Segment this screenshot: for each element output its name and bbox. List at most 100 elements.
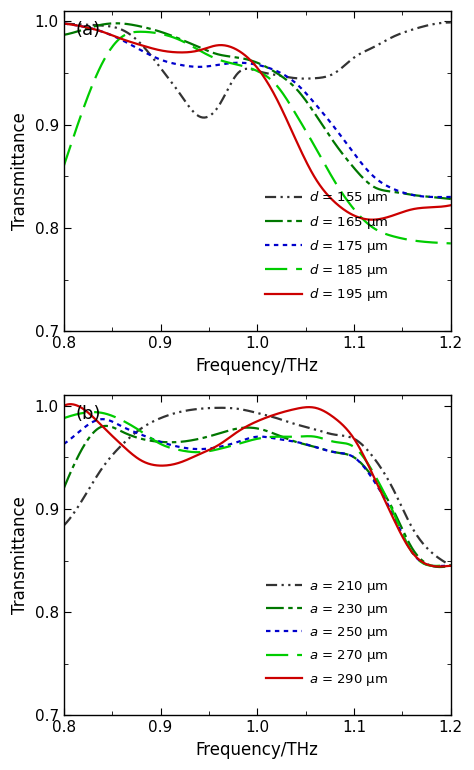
Line: $a$ = 290 μm: $a$ = 290 μm xyxy=(64,404,451,567)
$a$ = 230 μm xyxy=(448,561,454,571)
$d$ = 155 μm xyxy=(305,74,311,83)
$a$ = 270 μm xyxy=(305,431,311,440)
$d$ = 195 μm xyxy=(448,201,454,210)
$a$ = 250 μm xyxy=(215,443,221,452)
Line: $d$ = 195 μm: $d$ = 195 μm xyxy=(64,24,451,219)
$d$ = 195 μm xyxy=(304,159,310,169)
$d$ = 195 μm xyxy=(108,30,113,39)
$a$ = 250 μm xyxy=(448,561,454,571)
$a$ = 250 μm xyxy=(109,417,114,426)
$a$ = 230 μm xyxy=(188,436,194,445)
$a$ = 210 μm xyxy=(343,431,349,440)
$d$ = 165 μm xyxy=(448,194,454,203)
$d$ = 195 μm xyxy=(187,48,193,57)
$d$ = 175 μm xyxy=(342,137,348,146)
$d$ = 175 μm xyxy=(340,134,346,143)
$d$ = 155 μm xyxy=(187,103,193,112)
Legend: $a$ = 210 μm, $a$ = 230 μm, $a$ = 250 μm, $a$ = 270 μm, $a$ = 290 μm: $a$ = 210 μm, $a$ = 230 μm, $a$ = 250 μm… xyxy=(260,574,394,693)
$d$ = 165 μm xyxy=(188,39,194,49)
$a$ = 250 μm xyxy=(341,449,347,458)
X-axis label: Frequency/THz: Frequency/THz xyxy=(196,357,319,374)
$d$ = 155 μm xyxy=(341,62,347,71)
Line: $a$ = 250 μm: $a$ = 250 μm xyxy=(64,419,451,566)
$a$ = 250 μm xyxy=(188,444,194,454)
$d$ = 175 μm xyxy=(108,30,113,39)
$d$ = 155 μm xyxy=(201,113,206,122)
$a$ = 250 μm xyxy=(100,414,105,424)
$a$ = 290 μm xyxy=(61,401,67,410)
$a$ = 290 μm xyxy=(215,440,221,450)
$a$ = 250 μm xyxy=(343,450,349,459)
$a$ = 230 μm xyxy=(438,562,443,571)
$d$ = 185 μm xyxy=(137,27,143,36)
$a$ = 210 μm xyxy=(108,453,113,462)
$a$ = 230 μm xyxy=(305,440,311,450)
Y-axis label: Transmittance: Transmittance xyxy=(11,497,29,614)
$d$ = 175 μm xyxy=(187,62,193,71)
$d$ = 155 μm xyxy=(108,22,113,31)
$a$ = 270 μm xyxy=(215,444,221,454)
$a$ = 290 μm xyxy=(188,454,194,463)
$d$ = 165 μm xyxy=(113,18,119,28)
$d$ = 195 μm xyxy=(61,19,67,28)
$a$ = 210 μm xyxy=(341,431,347,440)
$d$ = 155 μm xyxy=(448,18,454,27)
$a$ = 270 μm xyxy=(432,561,438,571)
Line: $d$ = 185 μm: $d$ = 185 μm xyxy=(64,32,451,243)
$d$ = 155 μm xyxy=(215,102,221,112)
$d$ = 165 μm xyxy=(341,151,347,160)
$d$ = 165 μm xyxy=(305,99,311,109)
$d$ = 185 μm xyxy=(188,41,194,50)
Line: $a$ = 230 μm: $a$ = 230 μm xyxy=(64,426,451,567)
$d$ = 185 μm xyxy=(341,192,347,201)
$a$ = 250 μm xyxy=(433,561,439,571)
$d$ = 185 μm xyxy=(108,45,113,54)
$d$ = 185 μm xyxy=(305,130,311,139)
$a$ = 210 μm xyxy=(214,403,220,413)
$d$ = 185 μm xyxy=(215,55,221,64)
$a$ = 270 μm xyxy=(188,447,194,457)
$a$ = 230 μm xyxy=(341,449,347,458)
$d$ = 195 μm xyxy=(369,215,375,224)
$a$ = 290 μm xyxy=(109,430,114,440)
$a$ = 210 μm xyxy=(448,561,454,571)
Text: (a): (a) xyxy=(75,21,100,38)
Legend: $d$ = 155 μm, $d$ = 165 μm, $d$ = 175 μm, $d$ = 185 μm, $d$ = 195 μm: $d$ = 155 μm, $d$ = 165 μm, $d$ = 175 μm… xyxy=(260,184,394,309)
$a$ = 290 μm xyxy=(343,424,349,433)
$a$ = 230 μm xyxy=(343,450,349,459)
$a$ = 210 μm xyxy=(305,423,311,432)
$d$ = 195 μm xyxy=(340,205,346,214)
$a$ = 270 μm xyxy=(61,413,67,423)
$a$ = 290 μm xyxy=(437,562,442,571)
$a$ = 270 μm xyxy=(343,439,349,448)
$d$ = 175 μm xyxy=(448,192,454,202)
$d$ = 175 μm xyxy=(437,192,442,202)
$d$ = 185 μm xyxy=(61,162,67,171)
$a$ = 270 μm xyxy=(90,407,96,417)
$a$ = 290 μm xyxy=(305,403,311,412)
Line: $a$ = 210 μm: $a$ = 210 μm xyxy=(64,408,451,566)
$d$ = 155 μm xyxy=(343,59,349,69)
$d$ = 195 μm xyxy=(342,206,348,215)
$d$ = 165 μm xyxy=(108,19,113,28)
$a$ = 270 μm xyxy=(341,438,347,447)
$a$ = 210 μm xyxy=(61,521,67,530)
$d$ = 165 μm xyxy=(61,30,67,39)
Line: $d$ = 155 μm: $d$ = 155 μm xyxy=(64,22,451,118)
$a$ = 210 μm xyxy=(187,405,193,414)
Line: $a$ = 270 μm: $a$ = 270 μm xyxy=(64,412,451,566)
$d$ = 175 μm xyxy=(214,60,220,69)
X-axis label: Frequency/THz: Frequency/THz xyxy=(196,741,319,759)
$d$ = 175 μm xyxy=(61,19,67,28)
$a$ = 290 μm xyxy=(341,422,347,431)
$a$ = 270 μm xyxy=(448,561,454,571)
$d$ = 165 μm xyxy=(215,50,221,59)
$d$ = 155 μm xyxy=(447,18,453,27)
$d$ = 165 μm xyxy=(343,154,349,163)
$a$ = 230 μm xyxy=(215,429,221,438)
Y-axis label: Transmittance: Transmittance xyxy=(11,112,29,230)
$d$ = 155 μm xyxy=(61,19,67,28)
Text: (b): (b) xyxy=(75,405,101,423)
Line: $d$ = 175 μm: $d$ = 175 μm xyxy=(64,24,451,197)
$a$ = 290 μm xyxy=(448,561,454,571)
